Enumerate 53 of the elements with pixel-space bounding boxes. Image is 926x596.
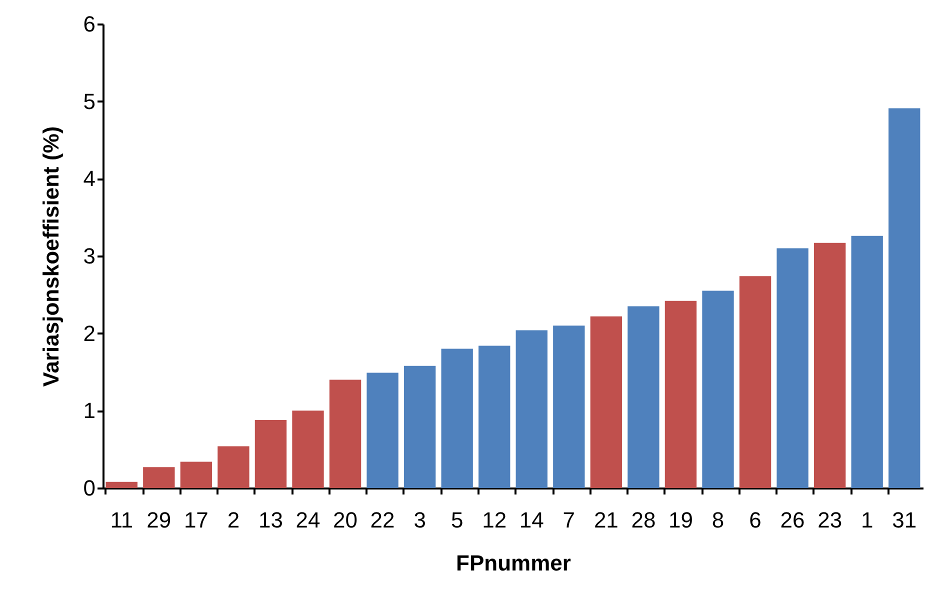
x-tick-label: 28 bbox=[631, 508, 656, 532]
x-tick-label: 8 bbox=[712, 508, 724, 532]
y-tick-label: 4 bbox=[83, 166, 96, 192]
bar bbox=[404, 366, 436, 488]
x-tick-label: 13 bbox=[258, 508, 283, 532]
bar bbox=[441, 348, 473, 488]
x-tick-label: 31 bbox=[892, 508, 917, 532]
x-tick-label: 7 bbox=[562, 508, 576, 532]
y-tick-label: 0 bbox=[83, 476, 96, 500]
x-tick-label: 1 bbox=[860, 508, 874, 532]
x-tick-label: 23 bbox=[818, 508, 842, 532]
bar bbox=[553, 326, 585, 488]
x-tick-label: 26 bbox=[780, 508, 805, 532]
bar bbox=[739, 276, 772, 488]
bar bbox=[628, 306, 660, 488]
y-tick-label: 6 bbox=[83, 12, 96, 36]
bar bbox=[329, 380, 362, 488]
bar bbox=[254, 420, 287, 488]
x-tick-label: 12 bbox=[482, 508, 507, 532]
bar bbox=[180, 462, 212, 488]
bar bbox=[106, 482, 138, 488]
bar bbox=[143, 467, 175, 488]
x-tick-label: 21 bbox=[594, 508, 618, 532]
bar bbox=[292, 410, 324, 488]
bar bbox=[776, 248, 808, 488]
x-tick-label: 14 bbox=[519, 508, 544, 532]
bar bbox=[814, 242, 846, 488]
x-tick-label: 17 bbox=[184, 508, 208, 532]
bar bbox=[218, 446, 250, 488]
x-tick-label: 11 bbox=[110, 508, 134, 532]
x-tick-label: 20 bbox=[333, 508, 358, 532]
bar bbox=[851, 236, 883, 488]
bar bbox=[664, 300, 697, 488]
y-tick-label: 5 bbox=[83, 88, 96, 114]
bar bbox=[478, 346, 510, 488]
x-axis-title: FPnummer bbox=[456, 550, 572, 576]
x-tick-label: 29 bbox=[146, 508, 172, 532]
x-tick-label: 24 bbox=[296, 508, 320, 532]
x-tick-label: 6 bbox=[749, 508, 762, 532]
y-tick-label: 2 bbox=[83, 320, 96, 346]
x-tick-label: 19 bbox=[668, 508, 693, 532]
bar bbox=[516, 330, 548, 488]
bar bbox=[888, 108, 920, 488]
x-tick-label: 22 bbox=[370, 508, 395, 532]
x-tick-label: 3 bbox=[414, 508, 426, 532]
bar bbox=[702, 290, 734, 488]
y-tick-label: 1 bbox=[83, 398, 96, 424]
x-tick-label: 2 bbox=[227, 508, 240, 532]
bar bbox=[366, 372, 398, 488]
bar bbox=[590, 316, 622, 488]
y-axis-title: Variasjonskoeffisient (%) bbox=[38, 126, 64, 387]
x-tick-label: 5 bbox=[450, 508, 464, 532]
y-tick-label: 3 bbox=[83, 244, 96, 268]
